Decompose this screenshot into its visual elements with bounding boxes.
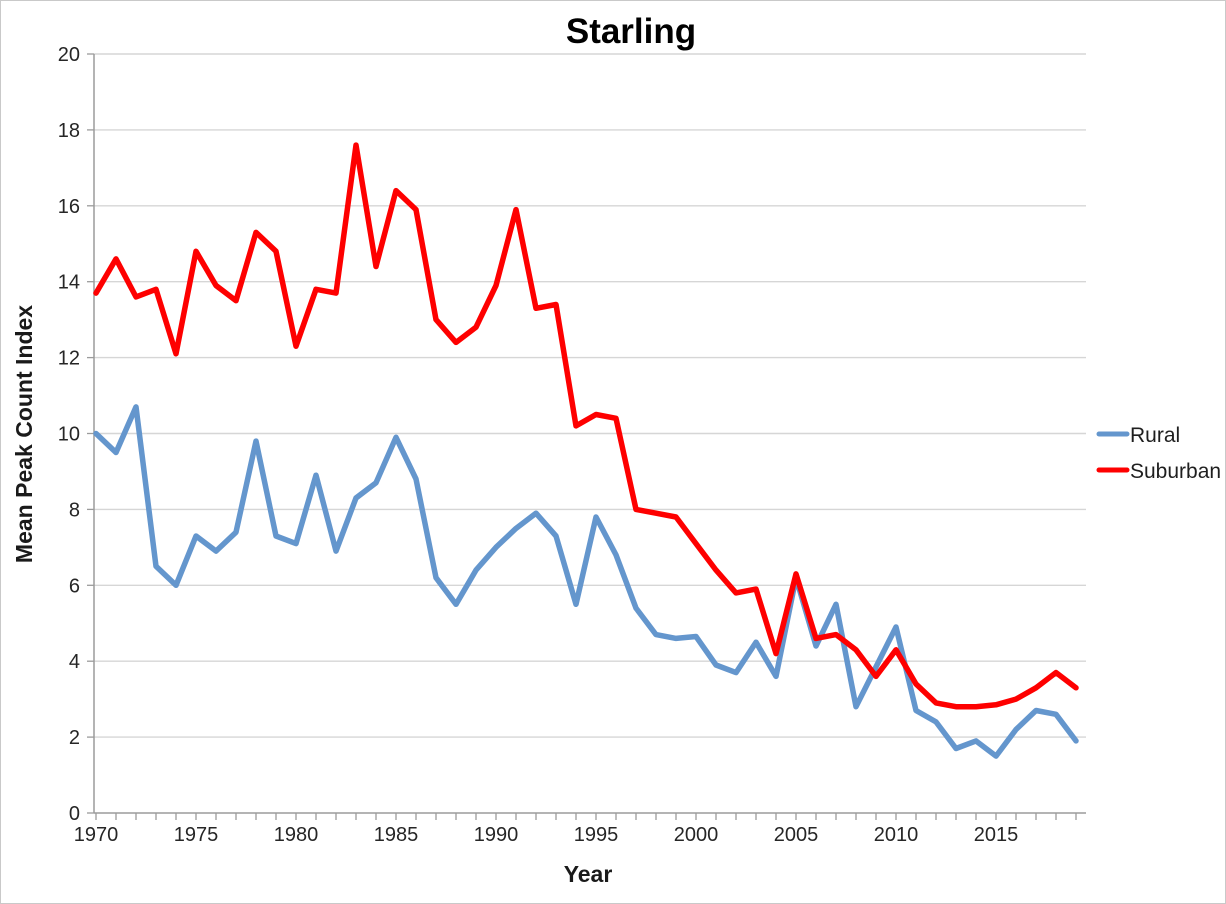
series-lines — [93, 142, 1079, 759]
x-tick-label-1980: 1980 — [274, 824, 319, 846]
x-tick-label-1975: 1975 — [174, 824, 219, 846]
x-tick-label-1985: 1985 — [374, 824, 419, 846]
rural-line — [93, 404, 1079, 759]
y-tick-label-12: 12 — [58, 348, 80, 370]
x-tick-label-2015: 2015 — [974, 824, 1019, 846]
x-tick-label-1990: 1990 — [474, 824, 519, 846]
y-tick-label-0: 0 — [69, 803, 80, 825]
x-axis-title: Year — [564, 861, 613, 887]
y-tick-label-8: 8 — [69, 499, 80, 521]
y-tick-label-18: 18 — [58, 120, 80, 142]
x-axis-ticks — [95, 813, 1077, 820]
x-tick-label-2000: 2000 — [674, 824, 719, 846]
y-tick-label-10: 10 — [58, 424, 80, 446]
legend-label-rural: Rural — [1130, 424, 1180, 447]
y-tick-label-20: 20 — [58, 44, 80, 66]
y-tick-label-16: 16 — [58, 196, 80, 218]
suburban-line — [93, 142, 1079, 710]
chart-title: Starling — [566, 12, 696, 51]
legend-label-suburban: Suburban — [1130, 460, 1221, 483]
x-tick-label-2005: 2005 — [774, 824, 819, 846]
y-tick-label-6: 6 — [69, 575, 80, 597]
y-tick-label-2: 2 — [69, 727, 80, 749]
x-tick-label-2010: 2010 — [874, 824, 919, 846]
x-tick-label-1995: 1995 — [574, 824, 619, 846]
x-tick-label-1970: 1970 — [74, 824, 119, 846]
gridlines — [94, 53, 1086, 738]
y-axis-title: Mean Peak Count Index — [11, 305, 37, 563]
legend: Rural Suburban — [1096, 424, 1221, 483]
y-tick-label-4: 4 — [69, 651, 80, 673]
y-tick-label-14: 14 — [58, 272, 80, 294]
y-axis-tick-labels: 0 2 4 6 8 10 12 14 16 18 20 — [58, 44, 80, 825]
x-axis-tick-labels: 1970 1975 1980 1985 1990 1995 2000 2005 2010 2015 — [74, 824, 1019, 846]
y-axis-ticks — [87, 53, 94, 814]
